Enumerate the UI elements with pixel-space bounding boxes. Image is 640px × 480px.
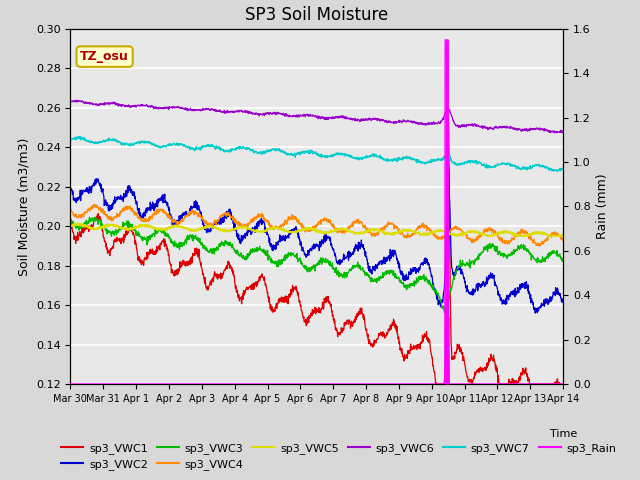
- Legend: sp3_VWC1, sp3_VWC2, sp3_VWC3, sp3_VWC4, sp3_VWC5, sp3_VWC6, sp3_VWC7, sp3_Rain: sp3_VWC1, sp3_VWC2, sp3_VWC3, sp3_VWC4, …: [57, 438, 621, 474]
- sp3_VWC7: [125, 143, 132, 148]
- sp3_VWC7: [105, 135, 113, 141]
- sp3_VWC1: [105, 248, 113, 254]
- sp3_VWC3: [286, 252, 294, 257]
- sp3_VWC4: [125, 206, 132, 212]
- sp3_VWC7: [348, 155, 355, 160]
- sp3_VWC2: [125, 186, 132, 192]
- sp3_VWC2: [531, 310, 539, 316]
- Line: sp3_VWC6: sp3_VWC6: [70, 100, 563, 133]
- sp3_VWC3: [276, 261, 284, 267]
- Line: sp3_VWC2: sp3_VWC2: [70, 168, 563, 313]
- sp3_VWC4: [90, 202, 98, 207]
- sp3_VWC4: [286, 214, 294, 220]
- Line: sp3_VWC4: sp3_VWC4: [70, 204, 563, 246]
- Y-axis label: Rain (mm): Rain (mm): [596, 174, 609, 239]
- sp3_VWC6: [348, 116, 355, 121]
- sp3_VWC5: [295, 228, 303, 233]
- sp3_VWC7: [276, 148, 284, 154]
- sp3_VWC3: [348, 267, 355, 273]
- sp3_VWC5: [348, 229, 355, 235]
- sp3_VWC5: [559, 231, 567, 237]
- Line: sp3_VWC5: sp3_VWC5: [70, 223, 563, 236]
- sp3_VWC1: [347, 324, 355, 329]
- sp3_VWC5: [67, 223, 74, 228]
- sp3_VWC2: [105, 208, 113, 214]
- sp3_VWC6: [105, 101, 113, 107]
- sp3_VWC6: [73, 97, 81, 103]
- Title: SP3 Soil Moisture: SP3 Soil Moisture: [245, 6, 388, 24]
- sp3_VWC3: [559, 258, 567, 264]
- sp3_VWC2: [445, 166, 452, 171]
- Line: sp3_VWC3: sp3_VWC3: [70, 217, 563, 313]
- sp3_VWC2: [347, 253, 355, 259]
- sp3_VWC4: [348, 224, 355, 230]
- sp3_VWC2: [286, 228, 294, 233]
- sp3_VWC6: [276, 110, 284, 116]
- sp3_VWC4: [276, 226, 284, 231]
- sp3_VWC4: [67, 209, 74, 215]
- sp3_VWC2: [276, 236, 284, 242]
- sp3_VWC2: [67, 184, 74, 190]
- sp3_VWC6: [559, 129, 567, 135]
- sp3_VWC4: [295, 221, 303, 227]
- sp3_VWC7: [554, 169, 561, 175]
- sp3_VWC4: [536, 243, 543, 249]
- Line: sp3_VWC7: sp3_VWC7: [70, 136, 563, 172]
- sp3_VWC5: [452, 233, 460, 239]
- sp3_VWC5: [276, 226, 284, 231]
- sp3_VWC6: [551, 130, 559, 136]
- sp3_VWC6: [67, 99, 74, 105]
- Line: sp3_VWC1: sp3_VWC1: [70, 116, 563, 384]
- sp3_VWC7: [286, 152, 294, 157]
- sp3_VWC7: [76, 133, 84, 139]
- sp3_VWC1: [444, 113, 452, 119]
- sp3_VWC2: [559, 298, 567, 304]
- sp3_VWC1: [276, 296, 284, 302]
- sp3_VWC1: [67, 220, 74, 226]
- sp3_VWC5: [76, 220, 83, 226]
- sp3_VWC3: [125, 219, 132, 225]
- sp3_VWC1: [432, 381, 440, 387]
- sp3_VWC3: [67, 216, 74, 222]
- sp3_VWC6: [286, 113, 294, 119]
- sp3_VWC4: [105, 215, 113, 221]
- sp3_VWC1: [559, 381, 567, 387]
- Text: TZ_osu: TZ_osu: [80, 50, 129, 63]
- sp3_VWC7: [559, 165, 567, 171]
- sp3_VWC3: [105, 228, 113, 234]
- Y-axis label: Soil Moisture (m3/m3): Soil Moisture (m3/m3): [17, 137, 30, 276]
- sp3_VWC2: [294, 231, 302, 237]
- sp3_VWC3: [86, 214, 93, 220]
- sp3_VWC1: [286, 292, 294, 298]
- sp3_VWC3: [441, 310, 449, 316]
- sp3_VWC1: [125, 228, 132, 234]
- sp3_VWC4: [559, 237, 567, 243]
- sp3_VWC5: [286, 229, 294, 235]
- sp3_VWC3: [295, 256, 303, 262]
- sp3_VWC6: [295, 112, 303, 118]
- sp3_VWC7: [67, 134, 74, 140]
- sp3_VWC5: [105, 222, 113, 228]
- sp3_VWC6: [125, 103, 132, 108]
- sp3_VWC5: [125, 227, 132, 232]
- sp3_VWC7: [295, 150, 303, 156]
- Text: Time: Time: [550, 429, 577, 439]
- sp3_VWC1: [294, 293, 302, 299]
